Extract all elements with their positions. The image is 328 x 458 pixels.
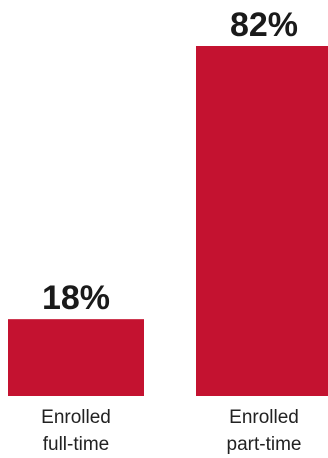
value-labels-group: 18% 82%: [42, 6, 298, 317]
category-label-1-line-0: Enrolled: [229, 407, 299, 428]
category-label-1-line-1: part-time: [227, 434, 302, 455]
value-label-1: 82%: [230, 6, 298, 44]
bar-1: [196, 46, 328, 396]
category-label-0-line-1: full-time: [43, 434, 110, 455]
value-label-0: 18%: [42, 279, 110, 317]
category-labels-group: Enrolled full-time Enrolled part-time: [41, 407, 301, 455]
bars-group: [8, 46, 328, 396]
category-label-0-line-0: Enrolled: [41, 407, 111, 428]
bar-0: [8, 319, 144, 396]
